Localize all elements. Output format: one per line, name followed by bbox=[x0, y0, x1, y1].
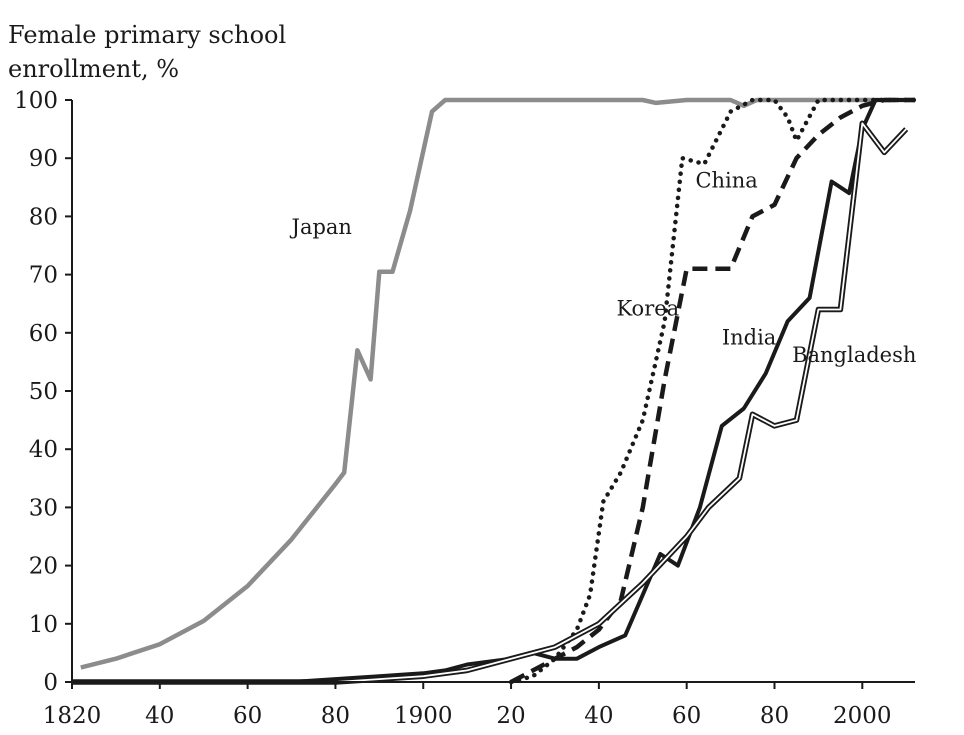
y-tick-label: 50 bbox=[29, 379, 58, 405]
y-tick-label: 40 bbox=[29, 437, 58, 463]
series-line-china bbox=[510, 97, 915, 684]
y-tick-label: 20 bbox=[29, 554, 58, 580]
series-china bbox=[510, 97, 915, 684]
x-tick-label: 1820 bbox=[43, 703, 102, 729]
y-tick-label: 30 bbox=[29, 495, 58, 521]
y-tick-label: 0 bbox=[43, 670, 58, 696]
x-tick-label: 40 bbox=[145, 703, 174, 729]
series-label-bangladesh: Bangladesh bbox=[792, 343, 916, 367]
tick-layer: 0 10 20 30 40 50 60 70 80 90 100 1820 40 60 80 1900 20 40… bbox=[14, 88, 891, 729]
y-tick-label: 60 bbox=[29, 321, 58, 347]
series-label-india: India bbox=[722, 325, 777, 349]
series-line-bangladesh bbox=[72, 120, 909, 685]
axes bbox=[71, 100, 915, 683]
series-labels: Japan Korea China India Bangladesh bbox=[290, 168, 917, 367]
x-tick-label: 1900 bbox=[394, 703, 453, 729]
series-label-korea: Korea bbox=[616, 296, 679, 320]
y-tick-label: 10 bbox=[29, 612, 58, 638]
x-tick-label: 80 bbox=[760, 703, 789, 729]
y-axis-label-line-1: Female primary school bbox=[8, 21, 286, 49]
x-tick-label: 20 bbox=[496, 703, 525, 729]
series-label-china: China bbox=[695, 168, 757, 192]
x-tick-label: 60 bbox=[672, 703, 701, 729]
y-tick-label: 90 bbox=[29, 146, 58, 172]
series-japan bbox=[80, 97, 915, 670]
x-tick-label: 80 bbox=[321, 703, 350, 729]
series-line-india bbox=[72, 98, 915, 684]
series-bangladesh bbox=[72, 120, 909, 685]
y-tick-label: 70 bbox=[29, 263, 58, 289]
series-layer bbox=[72, 97, 918, 685]
x-tick-label: 40 bbox=[584, 703, 613, 729]
y-tick-label: 100 bbox=[14, 88, 58, 114]
x-tick-label: 2000 bbox=[833, 703, 892, 729]
series-line-inner-bangladesh bbox=[72, 122, 907, 683]
series-line-japan bbox=[80, 97, 915, 670]
x-tick-label: 60 bbox=[233, 703, 262, 729]
y-axis-label-line-2: enrollment, % bbox=[8, 55, 179, 83]
series-india bbox=[72, 98, 915, 684]
series-label-japan: Japan bbox=[290, 215, 352, 239]
y-tick-label: 80 bbox=[29, 204, 58, 230]
